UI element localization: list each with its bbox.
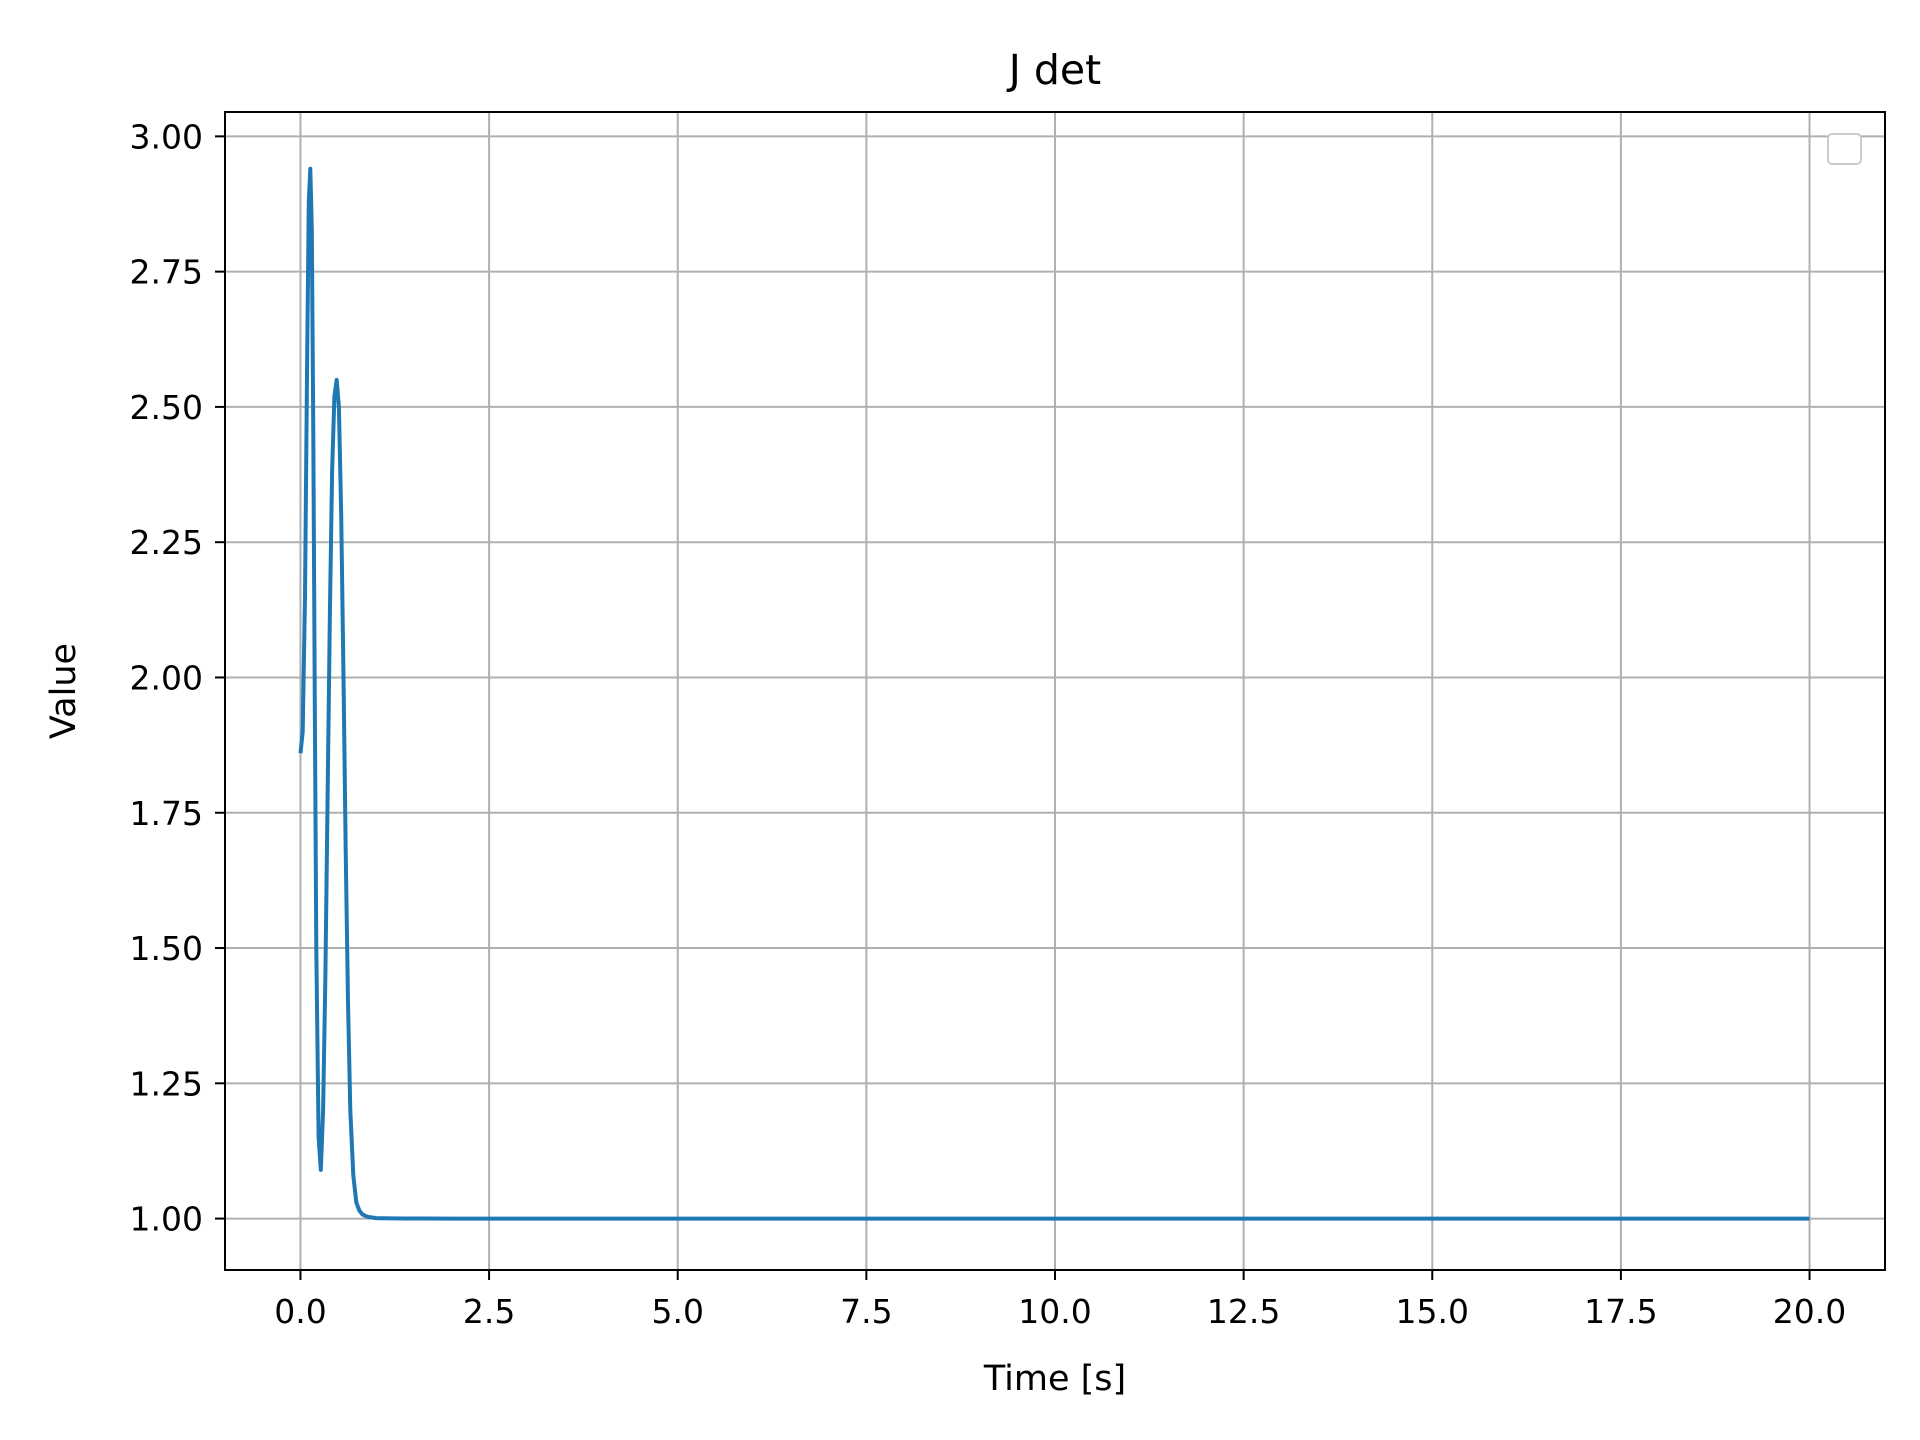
y-tick-label: 1.50 [130, 929, 203, 968]
x-tick-label: 2.5 [463, 1292, 515, 1331]
x-tick-label: 5.0 [651, 1292, 703, 1331]
y-axis-label: Value [44, 643, 84, 739]
x-tick-label: 15.0 [1396, 1292, 1469, 1331]
series-line-0 [298, 166, 1810, 1221]
y-tick-label: 1.75 [130, 794, 203, 833]
x-tick-label: 0.0 [274, 1292, 326, 1331]
y-tick-label: 2.00 [130, 658, 203, 697]
x-axis-label: Time [s] [983, 1359, 1126, 1399]
x-tick-label: 20.0 [1773, 1292, 1846, 1331]
y-tick-label: 2.50 [130, 388, 203, 427]
x-tick-label: 12.5 [1207, 1292, 1280, 1331]
y-tick-label: 3.00 [130, 117, 203, 156]
chart-title: J det [1006, 46, 1101, 94]
x-tick-label: 7.5 [840, 1292, 892, 1331]
y-tick-label: 1.00 [130, 1200, 203, 1239]
y-tick-label: 1.25 [130, 1064, 203, 1103]
y-tick-label: 2.75 [130, 253, 203, 292]
legend-box [1827, 133, 1862, 165]
axis-ticks: 0.0 2.5 5.0 7.5 10.0 12.5 15.0 17.5 20.0 1.00 1.25… [130, 117, 1847, 1331]
x-tick-label: 17.5 [1584, 1292, 1657, 1331]
plot-lines [298, 166, 1810, 1221]
x-tick-label: 10.0 [1018, 1292, 1091, 1331]
grid [225, 112, 1885, 1270]
y-tick-label: 2.25 [130, 523, 203, 562]
